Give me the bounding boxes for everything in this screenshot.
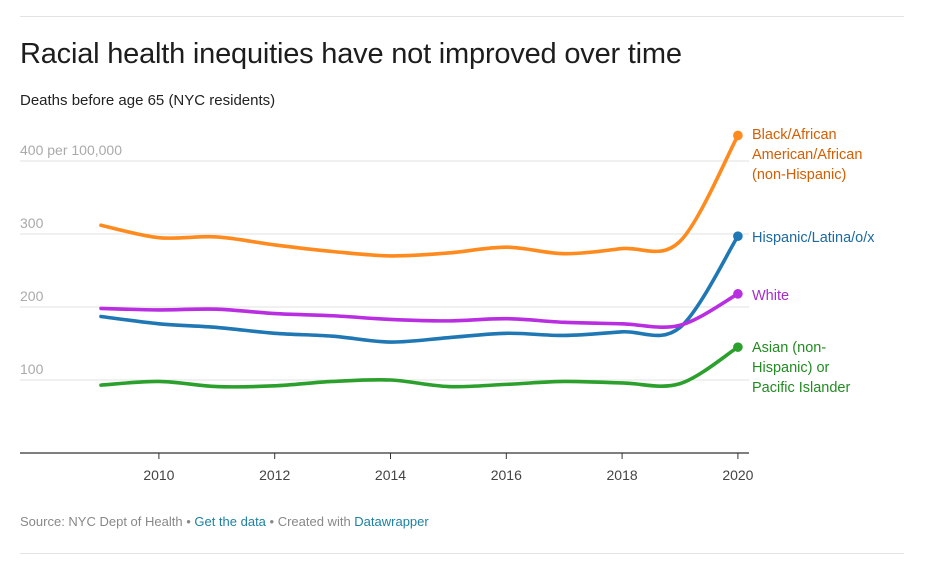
series-3-label-line-1: Hispanic) or bbox=[752, 360, 830, 376]
chart-title: Racial health inequities have not improv… bbox=[20, 38, 682, 70]
series-1-line bbox=[99, 234, 740, 344]
y-tick-label-300: 300 bbox=[20, 215, 44, 231]
series-3-label-line-0: Asian (non- bbox=[752, 340, 826, 356]
series-0-label-line-1: American/African bbox=[752, 147, 862, 163]
x-tick-label-2014: 2014 bbox=[375, 467, 406, 483]
datawrapper-link[interactable]: Datawrapper bbox=[354, 514, 429, 529]
series-2-label-line-0: White bbox=[752, 288, 789, 304]
source-text: Source: NYC Dept of Health bbox=[20, 514, 183, 529]
y-tick-label-100: 100 bbox=[20, 361, 44, 377]
series-0-end-point bbox=[733, 130, 743, 141]
series-3-end-point bbox=[733, 342, 743, 352]
x-axis-ticks: 2010 2012 2014 2016 2018 2020 bbox=[143, 453, 754, 483]
top-rule bbox=[20, 16, 904, 17]
y-tick-label-400: 400 per 100,000 bbox=[20, 142, 122, 158]
chart-footer: Source: NYC Dept of Health • Get the dat… bbox=[20, 514, 429, 529]
series-3-label-line-2: Pacific Islander bbox=[752, 380, 850, 396]
x-tick-label-2018: 2018 bbox=[607, 467, 638, 483]
series-1-end-point bbox=[733, 231, 743, 241]
series-lines bbox=[99, 130, 743, 389]
series-2-end-point bbox=[733, 289, 743, 299]
series-0-label-line-2: (non-Hispanic) bbox=[752, 167, 846, 183]
series-2-line bbox=[99, 292, 740, 329]
get-the-data-link[interactable]: Get the data bbox=[194, 514, 266, 529]
series-0-line bbox=[99, 133, 740, 258]
series-1-label-line-0: Hispanic/Latina/o/x bbox=[752, 230, 875, 246]
series-labels: Black/African American/African (non-Hispan… bbox=[752, 127, 875, 396]
x-tick-label-2012: 2012 bbox=[259, 467, 290, 483]
created-with-text: • Created with bbox=[265, 514, 355, 529]
bottom-rule bbox=[20, 553, 904, 554]
y-axis-ticks: 100 200 300 400 per 100,000 bbox=[20, 142, 122, 377]
x-tick-label-2020: 2020 bbox=[722, 467, 753, 483]
y-tick-label-200: 200 bbox=[20, 288, 44, 304]
x-tick-label-2016: 2016 bbox=[491, 467, 522, 483]
footer-separator: • bbox=[182, 514, 195, 529]
chart-subtitle: Deaths before age 65 (NYC residents) bbox=[20, 92, 276, 109]
grid-lines bbox=[20, 160, 749, 381]
series-3-line bbox=[99, 345, 740, 389]
x-tick-label-2010: 2010 bbox=[143, 467, 174, 483]
series-0-label-line-0: Black/African bbox=[752, 127, 837, 143]
